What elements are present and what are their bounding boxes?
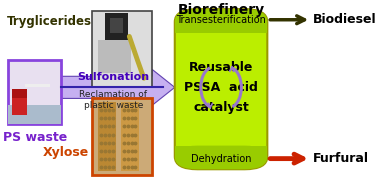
Text: Transesterification: Transesterification	[176, 15, 266, 25]
Text: Reusable: Reusable	[189, 61, 253, 74]
FancyBboxPatch shape	[175, 9, 267, 33]
Text: Dehydration: Dehydration	[191, 154, 251, 164]
Bar	[8, 60, 61, 124]
Bar	[12, 93, 27, 115]
Text: catalyst: catalyst	[193, 101, 249, 114]
Text: Reclamation of
plastic waste: Reclamation of plastic waste	[79, 90, 147, 110]
Polygon shape	[25, 84, 50, 87]
Bar	[92, 11, 152, 87]
Polygon shape	[61, 69, 175, 105]
Bar	[92, 98, 152, 175]
Bar	[121, 102, 139, 171]
Text: Furfural: Furfural	[313, 152, 369, 165]
Text: Biorefinery: Biorefinery	[178, 3, 265, 17]
Bar	[98, 102, 116, 171]
FancyBboxPatch shape	[175, 146, 267, 169]
Text: Xylose: Xylose	[43, 146, 89, 159]
Bar	[98, 40, 131, 73]
Text: Tryglicerides: Tryglicerides	[7, 15, 92, 27]
Bar	[12, 89, 27, 98]
Text: PSSA  acid: PSSA acid	[184, 81, 258, 94]
Bar	[110, 18, 123, 33]
Text: Biodiesel: Biodiesel	[313, 13, 376, 26]
Bar	[175, 20, 267, 33]
Bar	[8, 105, 61, 124]
Text: Sulfonation: Sulfonation	[77, 72, 149, 82]
Bar	[175, 146, 267, 159]
Text: PS waste: PS waste	[3, 131, 67, 144]
Bar	[105, 13, 128, 47]
FancyBboxPatch shape	[175, 9, 267, 169]
